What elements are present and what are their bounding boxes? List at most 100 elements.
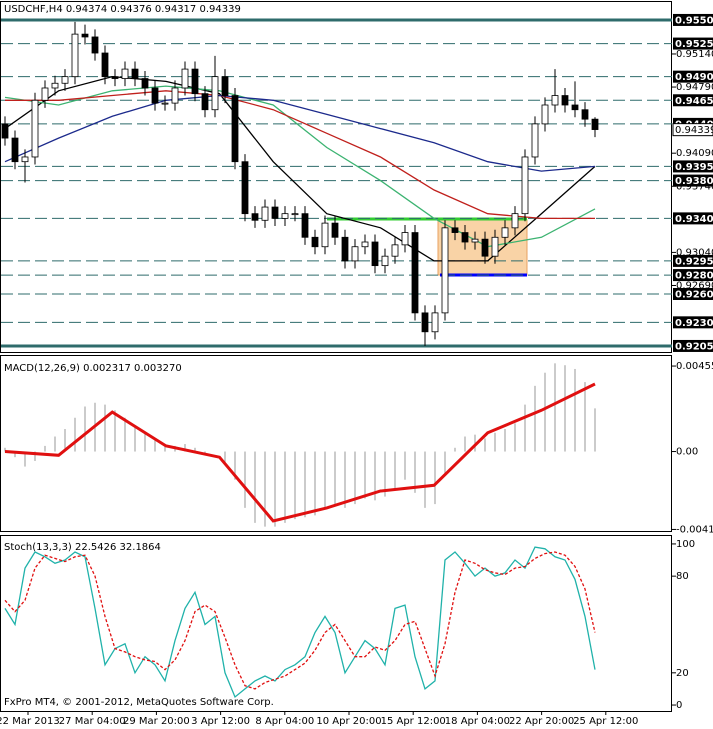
candle-body: [431, 312, 439, 333]
histogram-bar: [544, 372, 546, 452]
histogram-bar: [154, 440, 156, 452]
candle-body: [131, 68, 139, 79]
series-line: [4, 382, 596, 523]
candle-body: [71, 33, 79, 78]
candle-body: [381, 255, 389, 267]
histogram-bar: [484, 438, 486, 452]
histogram-bar: [414, 451, 416, 493]
histogram-bar: [114, 410, 116, 452]
histogram-bar: [434, 451, 436, 505]
histogram-bar: [274, 451, 276, 527]
histogram-bar: [64, 429, 66, 452]
candle-body: [411, 232, 419, 314]
histogram-bar: [144, 432, 146, 452]
histogram-bar: [334, 451, 336, 506]
histogram-bar: [504, 429, 506, 452]
panel-title: MACD(12,26,9) 0.002317 0.003270: [4, 363, 182, 374]
x-tick-label: 29 Mar 20:00: [123, 716, 190, 727]
candle-body: [341, 236, 349, 262]
histogram-bar: [4, 447, 6, 452]
candle-body: [391, 244, 399, 257]
candle-body: [491, 236, 499, 257]
y-tick-label: 20: [676, 668, 689, 679]
candle-body: [141, 78, 149, 89]
histogram-bar: [14, 451, 16, 458]
panel-frame: [0, 535, 672, 712]
candle-body: [581, 109, 589, 120]
candle-body: [1, 123, 9, 139]
candle-body: [151, 87, 159, 104]
candle-body: [571, 104, 579, 111]
histogram-bar: [354, 451, 356, 505]
candle-body: [241, 161, 249, 215]
candle-body: [31, 99, 39, 158]
x-tick-label: 3 Apr 12:00: [191, 716, 250, 727]
histogram-bar: [524, 404, 526, 452]
histogram-bar: [124, 417, 126, 452]
histogram-bar: [104, 404, 106, 452]
histogram-bar: [364, 451, 366, 499]
histogram-bar: [234, 451, 236, 480]
candle-body: [441, 227, 449, 314]
histogram-bar: [294, 451, 296, 520]
panel-frame: [0, 1, 672, 353]
series-line: [4, 546, 596, 699]
histogram-bar: [224, 451, 226, 463]
candle-body: [291, 213, 299, 216]
y-tick-label: 0.00: [676, 447, 698, 458]
histogram-bar: [464, 436, 466, 452]
candle-body: [231, 95, 239, 163]
level-label-box: [673, 70, 713, 83]
histogram-bar: [244, 451, 246, 508]
candle-body: [81, 33, 89, 38]
histogram-bar: [284, 451, 286, 523]
candle-body: [421, 312, 429, 333]
candle-body: [51, 82, 59, 89]
histogram-bar: [474, 434, 476, 452]
candle-body: [191, 68, 199, 95]
price-label-box: [672, 123, 713, 137]
x-tick-label: 22 Apr 20:00: [509, 716, 574, 727]
level-label-box: [673, 160, 713, 173]
candle-body: [171, 87, 179, 104]
candle-body: [591, 118, 599, 130]
histogram-bar: [534, 385, 536, 452]
histogram-bar: [374, 451, 376, 501]
candle-body: [461, 232, 469, 243]
candle-body: [371, 241, 379, 267]
candle-body: [211, 76, 219, 111]
candle-body: [281, 213, 289, 219]
candle-body: [41, 87, 49, 101]
candle-body: [521, 156, 529, 215]
histogram-bar: [314, 451, 316, 516]
histogram-bar: [24, 451, 26, 467]
y-tick-label: 100: [676, 539, 695, 550]
y-tick-label: 0: [676, 700, 682, 711]
candle-body: [181, 68, 189, 89]
histogram-bar: [574, 368, 576, 452]
candle-body: [351, 246, 359, 262]
candle-body: [511, 213, 519, 229]
histogram-bar: [304, 451, 306, 518]
histogram-bar: [34, 451, 36, 461]
candle-body: [451, 227, 459, 233]
candle-body: [401, 232, 409, 246]
candle-body: [361, 241, 369, 248]
series-line: [4, 551, 596, 690]
level-label-box: [673, 174, 713, 187]
histogram-bar: [184, 444, 186, 452]
histogram-bar: [44, 445, 46, 452]
candle-body: [561, 95, 569, 106]
histogram-bar: [264, 451, 266, 527]
histogram-bar: [444, 451, 446, 475]
